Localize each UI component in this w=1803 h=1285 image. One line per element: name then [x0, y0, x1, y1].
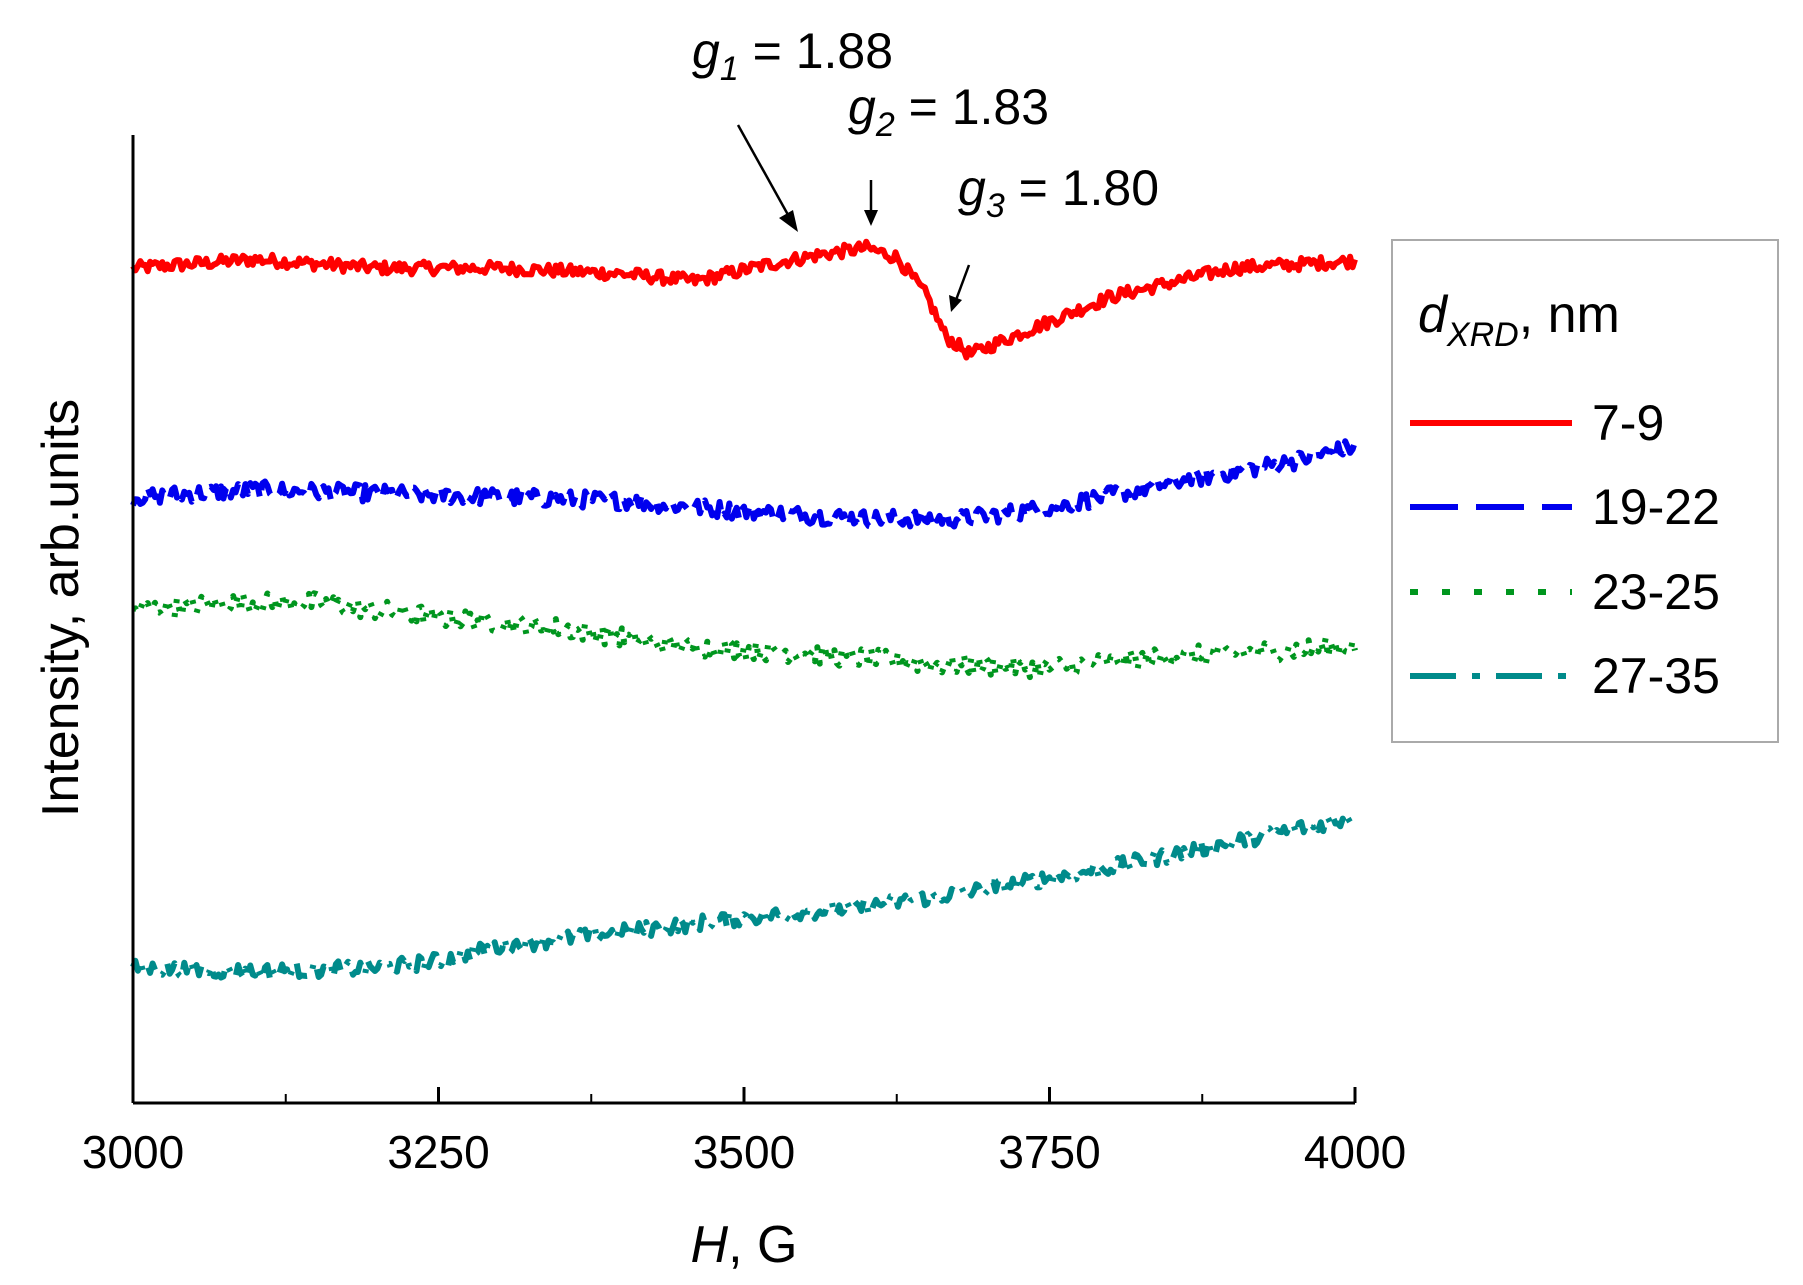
x-tick-label-3250: 3250	[387, 1126, 489, 1178]
series-line-23-25	[132, 590, 1358, 681]
legend: dXRD, nm 7-9 19-22 23-25 27-35	[1391, 239, 1779, 743]
plot-area	[130, 238, 1358, 982]
y-axis-title: Intensity, arb.units	[32, 399, 90, 817]
annotation-g2: g2 = 1.83	[848, 79, 1049, 226]
legend-label-27-35: 27-35	[1592, 648, 1720, 704]
legend-box	[1391, 239, 1779, 743]
series-line-19-22	[130, 438, 1358, 530]
annotation-g2-arrowhead	[864, 210, 878, 226]
series-line-7-9	[130, 238, 1358, 361]
legend-title: dXRD, nm	[1418, 286, 1620, 354]
x-axis-title: H, G	[691, 1216, 798, 1274]
legend-label-7-9: 7-9	[1592, 395, 1664, 451]
legend-entries: 7-9 19-22 23-25 27-35	[1410, 395, 1720, 704]
x-tick-label-3500: 3500	[693, 1126, 795, 1178]
annotation-g1-arrowhead	[779, 210, 798, 232]
annotation-g3-arrowhead	[949, 295, 962, 312]
x-tick-label-3000: 3000	[82, 1126, 184, 1178]
legend-label-23-25: 23-25	[1592, 564, 1720, 620]
x-ticks: 3000 3250 3500 3750 4000	[82, 1087, 1406, 1178]
annotation-g1: g1 = 1.88	[692, 23, 893, 232]
annotation-g1-label: g1 = 1.88	[692, 23, 893, 88]
annotation-g2-label: g2 = 1.83	[848, 79, 1049, 144]
annotation-g3-label: g3 = 1.80	[958, 160, 1159, 225]
legend-label-19-22: 19-22	[1592, 479, 1720, 535]
x-tick-label-4000: 4000	[1304, 1126, 1406, 1178]
annotation-g3: g3 = 1.80	[949, 160, 1159, 312]
annotation-g1-arrow	[736, 124, 794, 223]
series-line-27-35	[130, 814, 1358, 982]
annotation-g3-arrow	[954, 264, 971, 301]
x-tick-label-3750: 3750	[998, 1126, 1100, 1178]
